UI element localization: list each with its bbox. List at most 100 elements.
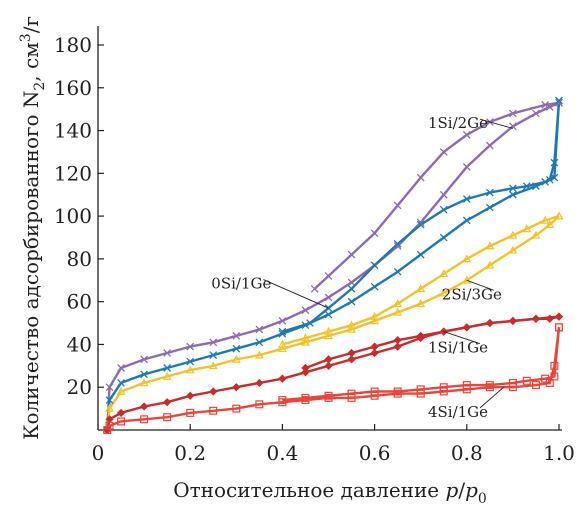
data-point-4si-1ge — [554, 323, 563, 332]
y-tick-label: 20 — [67, 375, 92, 399]
data-point-4si-1ge — [550, 372, 559, 381]
data-point-0si-1ge — [555, 96, 563, 105]
data-point-0si-1ge — [209, 351, 218, 359]
data-point-4si-1ge — [416, 385, 425, 394]
data-point-1si-1ge — [209, 387, 218, 396]
data-point-0si-1ge — [485, 188, 494, 197]
data-point-0si-1ge — [306, 319, 314, 327]
data-point-1si-1ge — [255, 378, 264, 388]
data-point-2si-3ge — [416, 299, 426, 308]
data-point-1si-2ge — [485, 141, 494, 150]
data-point-0si-1ge — [532, 182, 540, 191]
data-point-2si-3ge — [231, 354, 241, 363]
data-point-4si-1ge — [370, 387, 379, 396]
data-point-4si-1ge — [163, 413, 172, 422]
data-point-0si-1ge — [278, 329, 287, 338]
data-point-1si-1ge — [393, 336, 402, 345]
data-point-2si-3ge — [370, 312, 380, 320]
data-point-2si-3ge — [485, 260, 495, 269]
data-point-1si-2ge — [462, 130, 471, 139]
data-point-0si-1ge — [462, 216, 471, 225]
data-point-1si-2ge — [509, 109, 517, 118]
data-point-1si-1ge — [347, 355, 356, 364]
annotation-leader — [263, 279, 329, 309]
data-point-0si-1ge — [509, 190, 517, 199]
data-point-2si-3ge — [301, 337, 310, 346]
data-point-0si-1ge — [393, 267, 402, 276]
x-tick-label: 0.4 — [266, 441, 298, 465]
data-point-1si-1ge — [278, 374, 287, 383]
data-point-2si-3ge — [416, 284, 426, 293]
data-point-4si-1ge — [232, 404, 241, 413]
series-line-2si-3ge-adsorption — [106, 215, 560, 431]
data-point-0si-1ge — [550, 173, 559, 182]
data-point-0si-1ge — [255, 338, 264, 347]
data-point-2si-3ge — [105, 403, 114, 412]
data-point-4si-1ge — [186, 408, 195, 417]
data-point-1si-1ge — [393, 342, 402, 351]
data-point-1si-2ge — [509, 122, 517, 131]
x-tick-label: 0.2 — [174, 441, 206, 465]
data-point-4si-1ge — [209, 406, 218, 415]
data-point-1si-1ge — [531, 314, 541, 323]
data-point-1si-1ge — [462, 323, 471, 332]
data-point-2si-3ge — [485, 241, 495, 250]
data-point-0si-1ge — [545, 175, 554, 184]
data-point-2si-3ge — [522, 224, 532, 233]
data-point-4si-1ge — [462, 381, 471, 390]
series-line-4si-1ge-adsorption — [106, 327, 561, 431]
data-point-4si-1ge — [370, 391, 379, 400]
annotation-leader — [443, 331, 481, 345]
series-label-2si-3ge: 2Si/3Ge — [442, 285, 502, 303]
data-point-0si-1ge — [278, 327, 287, 336]
y-tick-label: 60 — [67, 290, 92, 314]
data-point-1si-1ge — [554, 312, 564, 321]
data-point-2si-3ge — [301, 333, 310, 342]
data-point-1si-2ge — [209, 338, 218, 347]
data-point-4si-1ge — [140, 415, 149, 424]
data-point-0si-1ge — [541, 178, 550, 186]
data-point-1si-2ge — [347, 250, 356, 259]
annotation-leader — [466, 279, 495, 291]
data-point-4si-1ge — [541, 374, 550, 383]
data-point-2si-3ge — [462, 275, 472, 284]
data-point-0si-1ge — [140, 370, 148, 379]
data-point-1si-2ge — [310, 284, 319, 293]
data-point-1si-1ge — [545, 314, 554, 323]
data-point-4si-1ge — [439, 387, 448, 396]
y-tick-label: 100 — [54, 204, 92, 228]
data-point-4si-1ge — [393, 387, 402, 396]
x-tick-label: 0.6 — [359, 441, 391, 465]
series-label-1si-1ge: 1Si/1Ge — [428, 339, 488, 357]
data-point-1si-2ge — [393, 201, 402, 210]
data-point-2si-3ge — [439, 269, 449, 278]
data-point-1si-1ge — [324, 355, 333, 364]
series-label-0si-1ge: 0Si/1Ge — [211, 275, 271, 293]
data-point-2si-3ge — [324, 331, 333, 340]
data-point-1si-1ge — [301, 363, 310, 373]
data-point-2si-3ge — [439, 288, 449, 297]
data-point-4si-1ge — [347, 389, 356, 398]
data-point-2si-3ge — [185, 365, 195, 374]
data-point-4si-1ge — [103, 426, 112, 435]
data-point-0si-1ge — [347, 297, 356, 306]
data-point-4si-1ge — [545, 378, 554, 387]
data-point-4si-1ge — [255, 400, 264, 409]
data-point-0si-1ge — [550, 158, 559, 167]
series-line-1si-2ge-desorption — [313, 101, 560, 290]
data-point-4si-1ge — [278, 396, 287, 405]
data-point-0si-1ge — [485, 203, 494, 212]
data-point-2si-3ge — [462, 254, 472, 263]
data-point-0si-1ge — [462, 195, 471, 203]
annotation-leader — [479, 386, 504, 409]
data-point-1si-2ge — [439, 148, 448, 156]
data-point-2si-3ge — [545, 220, 555, 228]
data-point-4si-1ge — [531, 381, 540, 390]
data-point-4si-1ge — [117, 417, 126, 426]
data-point-2si-3ge — [531, 230, 541, 239]
data-point-0si-1ge — [370, 282, 379, 291]
data-point-0si-1ge — [301, 321, 310, 330]
annotations: 1Si/2Ge 0Si/1Ge 2Si/3Ge 1Si/1Ge 4Si/1Ge — [211, 114, 514, 421]
